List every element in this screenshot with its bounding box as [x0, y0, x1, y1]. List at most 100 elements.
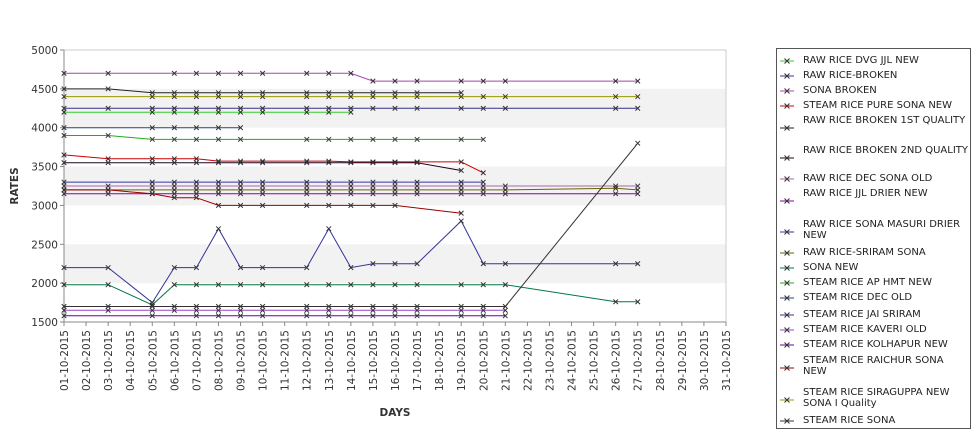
data-point [326, 307, 332, 313]
data-point [370, 78, 376, 84]
data-point [237, 160, 244, 166]
series-8 [61, 191, 641, 197]
data-point [392, 159, 398, 165]
data-point [171, 303, 177, 310]
legend-item: STEAM RICE SIRAGUPPA NEW SONA I Quality [777, 387, 970, 411]
data-point [414, 303, 420, 310]
data-point [348, 159, 354, 165]
data-point [149, 93, 155, 100]
data-point [215, 191, 222, 197]
legend-label: RAW RICE SONA MASURI DRIER NEW [803, 219, 961, 241]
data-point [171, 307, 177, 313]
data-point [613, 105, 619, 111]
legend-marker-icon [780, 250, 794, 256]
data-point [370, 187, 376, 193]
data-point [635, 93, 641, 100]
data-point [304, 90, 310, 96]
data-point [458, 282, 464, 288]
data-point [414, 93, 420, 100]
data-point [193, 90, 200, 96]
data-point [392, 187, 398, 193]
legend-label: STEAM RICE SIRAGUPPA NEW SONA I Quality [803, 387, 950, 409]
legend-label: RAW RICE DEC SONA OLD [803, 173, 933, 184]
data-point [105, 156, 111, 162]
data-point [61, 132, 67, 139]
series-10 [61, 185, 641, 193]
data-point [502, 187, 508, 193]
data-point [259, 202, 266, 209]
legend-label: STEAM RICE PURE SONA NEW [803, 100, 952, 111]
data-point [458, 90, 464, 96]
data-point [370, 313, 376, 319]
data-point [414, 282, 420, 288]
data-point [348, 160, 354, 166]
x-tick-label: 03-10-2015 [103, 330, 115, 391]
data-point [105, 187, 111, 193]
data-point [304, 109, 310, 115]
data-point [414, 313, 420, 319]
data-point [458, 93, 464, 100]
data-point [480, 105, 486, 111]
data-point [635, 140, 641, 146]
data-point [193, 191, 200, 197]
legend-marker-icon [780, 125, 794, 131]
legend-item: STEAM RICE PURE SONA NEW [777, 100, 970, 113]
data-point [458, 210, 464, 216]
y-tick-label: 1500 [31, 317, 58, 329]
series-2 [61, 179, 486, 185]
data-point [259, 183, 266, 189]
data-point [61, 93, 67, 100]
data-point [171, 264, 177, 271]
data-point [348, 136, 354, 143]
legend-label: RAW RICE-BROKEN [803, 70, 898, 81]
data-point [259, 109, 266, 115]
data-point [348, 191, 354, 197]
legend-item: RAW RICE DVG JJL NEW [777, 55, 970, 68]
series-13 [61, 125, 244, 131]
data-point [171, 160, 177, 166]
legend-item: STEAM RICE SONA [777, 415, 970, 428]
data-point [414, 105, 420, 111]
data-point [259, 191, 266, 197]
data-point [149, 90, 155, 96]
data-point [370, 191, 376, 197]
data-point [149, 191, 155, 197]
y-tick-label: 4500 [31, 84, 58, 96]
legend-item: RAW RICE-BROKEN [777, 70, 970, 83]
x-tick-label: 24-10-2015 [567, 330, 579, 391]
legend-marker-icon [780, 397, 794, 403]
x-tick-label: 04-10-2015 [125, 330, 137, 391]
data-point [370, 160, 376, 166]
x-axis-title: DAYS [379, 407, 410, 419]
data-point [392, 261, 398, 267]
series-line [64, 72, 638, 82]
data-point [458, 187, 464, 193]
data-point [414, 78, 420, 84]
data-point [61, 282, 67, 288]
series-11 [61, 282, 641, 308]
data-point [480, 303, 486, 310]
data-point [61, 152, 67, 158]
data-point [348, 109, 354, 115]
data-point [414, 90, 420, 96]
data-point [304, 179, 310, 185]
series-7 [61, 183, 641, 189]
data-point [259, 282, 266, 288]
data-point [414, 187, 420, 193]
x-tick-label: 15-10-2015 [368, 330, 380, 391]
data-point [61, 264, 67, 271]
data-point [304, 313, 310, 319]
data-point [237, 179, 244, 185]
data-point [480, 136, 486, 143]
data-point [61, 313, 67, 319]
data-point [635, 78, 641, 84]
data-point [326, 183, 332, 189]
y-tick-label: 2500 [31, 239, 58, 251]
data-point [458, 136, 464, 143]
y-tick-label: 2000 [31, 278, 58, 290]
data-point [635, 183, 641, 189]
y-tick-label: 3000 [31, 200, 58, 212]
data-point [304, 202, 310, 209]
legend-label: STEAM RICE KAVERI OLD [803, 324, 927, 335]
data-point [348, 179, 354, 185]
